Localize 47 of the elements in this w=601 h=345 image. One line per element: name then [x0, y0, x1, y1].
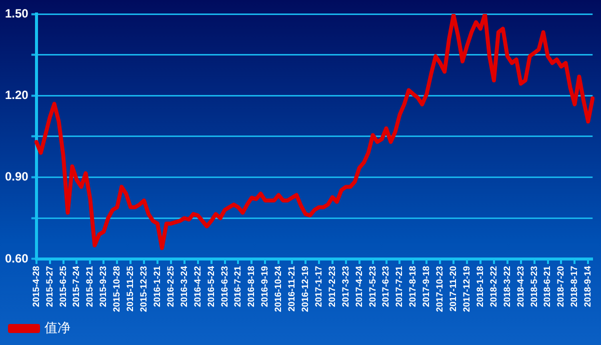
x-tick-label: 2018-6-21	[542, 266, 552, 308]
x-tick-label: 2015-12-23	[138, 266, 149, 312]
x-tick-label: 2015-11-25	[125, 266, 136, 312]
x-tick-label: 2018-1-18	[474, 266, 485, 308]
x-tick-label: 2016-1-21	[152, 266, 162, 308]
x-tick-label: 2017-10-23	[434, 266, 445, 312]
x-tick-label: 2016-3-24	[178, 266, 189, 308]
x-tick-label: 2015-6-25	[58, 266, 68, 308]
x-tick-label: 2017-11-20	[448, 266, 458, 312]
x-tick-label: 2016-6-23	[219, 266, 230, 308]
x-tick-label: 2015-7-24	[71, 266, 82, 308]
x-tick-label: 2018-8-17	[569, 266, 580, 308]
x-tick-label: 2017-4-24	[354, 266, 364, 308]
x-tick-label: 2018-7-20	[556, 266, 566, 308]
x-tick-label: 2017-12-19	[461, 266, 472, 312]
y-tick-label: 1.20	[4, 88, 29, 102]
x-tick-label: 2016-8-18	[246, 266, 256, 308]
legend-label: 值净	[44, 320, 70, 336]
x-tick-label: 2018-9-14	[582, 266, 593, 308]
x-tick-label: 2018-2-22	[488, 266, 498, 308]
x-tick-label: 2018-3-22	[502, 266, 512, 308]
x-tick-label: 2017-9-18	[421, 266, 432, 308]
x-tick-label: 2016-7-21	[232, 266, 243, 308]
x-tick-label: 2015-10-28	[112, 266, 122, 312]
y-tick-label: 0.60	[4, 251, 29, 266]
x-tick-label: 2017-7-21	[394, 266, 404, 308]
x-tick-label: 2015-9-23	[98, 266, 108, 308]
x-tick-label: 2017-6-23	[380, 266, 391, 308]
x-tick-label: 2016-11-21	[286, 266, 297, 312]
x-tick-label: 2018-5-23	[528, 266, 539, 308]
x-tick-label: 2017-2-23	[326, 266, 337, 308]
y-tick-label: 1.50	[4, 6, 29, 20]
x-tick-label: 2017-8-18	[408, 266, 418, 308]
x-tick-label: 2016-10-24	[273, 266, 284, 312]
y-tick-label: 0.90	[4, 170, 29, 184]
x-tick-label: 2016-4-22	[192, 266, 202, 308]
x-tick-label: 2018-4-23	[515, 266, 526, 308]
x-tick-label: 2017-5-23	[367, 266, 378, 308]
x-tick-label: 2015-8-21	[84, 266, 95, 308]
x-tick-label: 2015-4-28	[30, 266, 41, 308]
x-tick-label: 2016-9-19	[260, 266, 270, 308]
x-tick-label: 2016-2-25	[165, 266, 176, 308]
x-tick-label: 2017-3-23	[340, 266, 350, 308]
x-tick-label: 2016-5-24	[206, 266, 216, 308]
x-tick-label: 2015-5-27	[44, 266, 54, 308]
x-tick-label: 2017-1-17	[313, 266, 324, 308]
x-tick-label: 2016-12-19	[300, 266, 310, 312]
